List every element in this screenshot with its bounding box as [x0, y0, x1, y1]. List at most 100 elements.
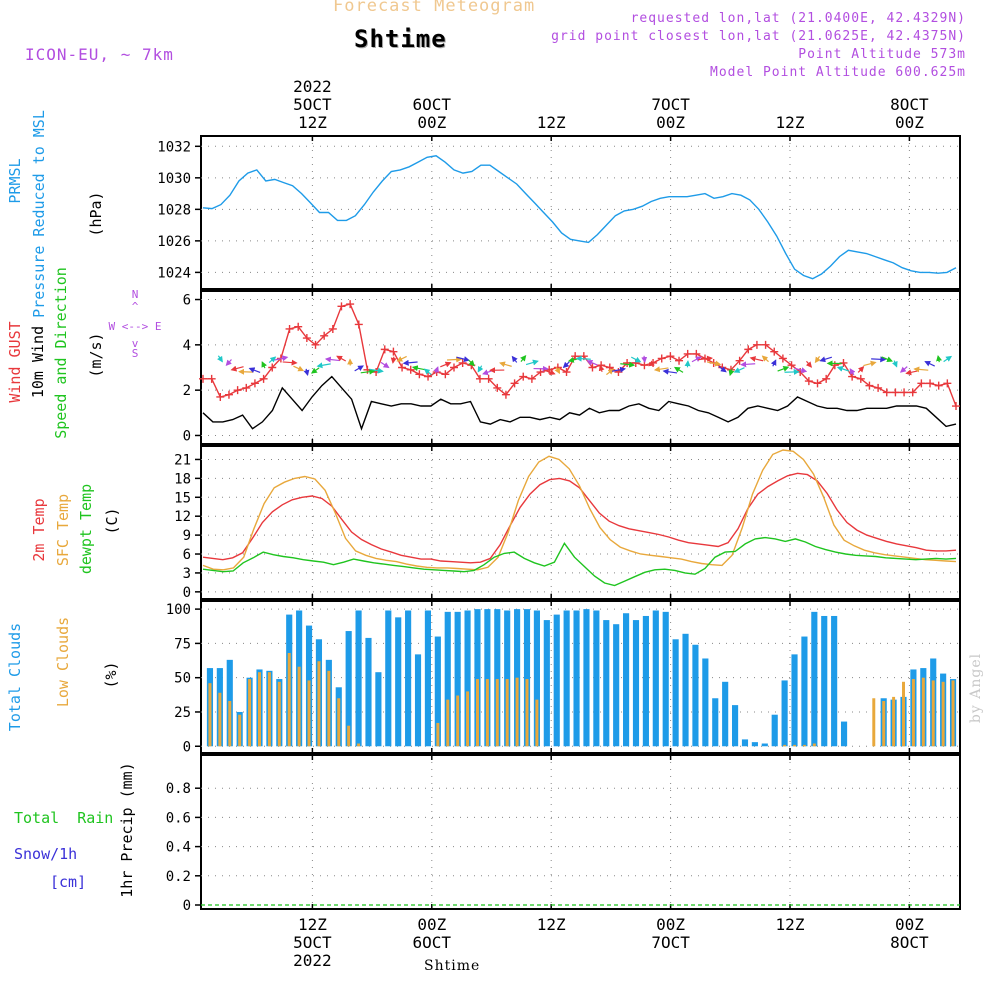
gust-point	[770, 347, 779, 356]
requested-coords: requested lon,lat (21.0400E, 42.4329N)	[630, 11, 966, 26]
cloud-bar	[355, 610, 362, 747]
y-tick-label: 1026	[157, 234, 191, 250]
wind-direction-arrow	[770, 359, 777, 367]
wind-direction-arrow	[805, 360, 813, 368]
cloud-bar	[603, 620, 610, 747]
wind-direction-arrow	[598, 364, 605, 372]
wind-direction-arrow	[575, 355, 591, 362]
cloud-bar	[583, 609, 590, 747]
y-tick-label: 0	[183, 428, 191, 444]
cloud-bar	[892, 696, 896, 747]
wind-direction-arrow	[230, 365, 244, 372]
wind-direction-arrow	[611, 366, 627, 373]
y-tick-label: 15	[174, 490, 191, 506]
gust-point	[501, 390, 510, 399]
top-time-label: 00Z	[895, 113, 924, 132]
wind-direction-arrow	[836, 366, 850, 372]
wind-direction-arrow	[673, 366, 684, 373]
cloud-bar	[405, 610, 412, 747]
panel-frame	[200, 754, 961, 910]
top-time-label: 6OCT	[413, 95, 452, 114]
axis-label: (C)	[103, 507, 121, 534]
bottom-time-label: 5OCT	[293, 933, 332, 952]
wind-direction-arrow	[293, 365, 305, 372]
rain-label: Total Rain	[14, 809, 114, 827]
gust-point	[657, 354, 666, 363]
wind-direction-arrow	[728, 368, 735, 377]
cloud-bar	[543, 620, 550, 747]
gust-point	[380, 345, 389, 354]
wind-direction-arrow	[303, 368, 310, 377]
cloud-bar	[317, 661, 321, 747]
wind-direction-arrow	[606, 368, 615, 376]
gust-point	[683, 349, 692, 358]
cloud-bar	[632, 620, 640, 747]
bottom-time-label: 00Z	[656, 915, 685, 934]
panel-frame	[200, 290, 961, 445]
cloud-bar	[761, 743, 768, 747]
gust-point	[415, 370, 424, 379]
bottom-time-label: 12Z	[537, 915, 566, 934]
bottom-time-label: 00Z	[895, 915, 924, 934]
cloud-bar	[228, 701, 232, 747]
cloud-bar	[840, 721, 848, 747]
y-tick-label: 0.4	[166, 840, 191, 856]
footer-station: Shtime	[424, 958, 481, 974]
gust-point	[787, 361, 796, 370]
cloud-bar	[793, 744, 797, 747]
cloud-bar	[464, 610, 471, 747]
wind-direction-arrow	[282, 359, 298, 366]
bottom-time-label: 6OCT	[413, 933, 452, 952]
gust-point	[328, 324, 337, 333]
gust-point	[675, 356, 684, 365]
series-line-dewpt-temp	[202, 536, 957, 587]
wind-direction-arrow	[749, 356, 764, 362]
cloud-bar	[446, 699, 450, 747]
wind-direction-arrow	[402, 359, 418, 366]
wind-direction-arrow	[936, 355, 942, 363]
gust-point	[822, 374, 831, 383]
cloud-bar	[811, 611, 818, 747]
wind-direction-arrow	[468, 359, 475, 367]
gust-point	[510, 379, 519, 388]
cloud-bar	[535, 699, 539, 747]
gust-point	[856, 374, 865, 383]
top-time-label: 00Z	[656, 113, 685, 132]
bottom-time-label: 00Z	[417, 915, 446, 934]
wind-direction-arrow	[761, 355, 769, 363]
gust-point	[216, 392, 225, 401]
wind-direction-arrow	[238, 368, 254, 375]
wind-direction-arrow	[525, 359, 539, 366]
cloud-bar	[642, 615, 649, 747]
cloud-bar	[444, 611, 451, 747]
gust-point	[666, 352, 675, 361]
top-time-label: 5OCT	[293, 95, 332, 114]
gust-point	[519, 372, 528, 381]
gust-point	[320, 331, 329, 340]
gust-point	[354, 320, 363, 329]
gust-point	[692, 349, 701, 358]
wind-direction-arrow	[849, 368, 856, 376]
gust-point	[848, 372, 857, 381]
wind-direction-arrow	[924, 360, 935, 367]
wind-direction-arrow	[511, 355, 518, 363]
wind-direction-arrow	[620, 361, 636, 368]
top-time-label: 7OCT	[651, 95, 690, 114]
top-time-label: 8OCT	[890, 95, 929, 114]
wind-direction-arrow	[217, 355, 223, 363]
cloud-bar	[732, 705, 739, 747]
meteogram-title: Forecast Meteogram	[333, 0, 536, 16]
wind-direction-arrow	[630, 356, 642, 363]
gust-point	[562, 368, 571, 377]
cloud-bar	[921, 677, 925, 747]
y-tick-label: 3	[183, 566, 191, 582]
point-altitude: Point Altitude 573m	[798, 47, 966, 62]
wind-direction-arrow	[336, 355, 347, 362]
y-tick-label: 18	[174, 471, 191, 487]
watermark: by Angel	[968, 652, 985, 724]
wind-direction-arrow	[905, 369, 920, 376]
gust-point	[493, 383, 502, 392]
wind-direction-arrow	[360, 368, 376, 375]
gust-point	[259, 374, 268, 383]
cloud-bar	[208, 683, 212, 747]
